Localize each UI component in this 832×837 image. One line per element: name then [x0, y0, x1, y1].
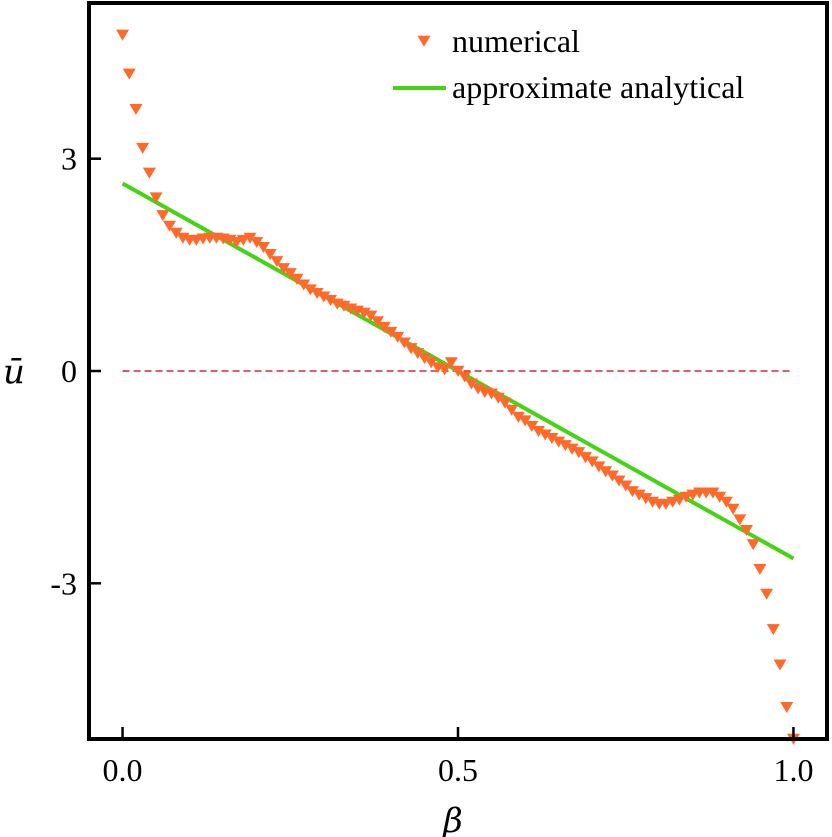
numerical-point	[391, 331, 405, 343]
numerical-point	[277, 263, 291, 275]
numerical-point	[303, 284, 317, 296]
numerical-point	[619, 480, 633, 492]
x-tick-label: 0.0	[103, 752, 143, 788]
x-tick-label: 1.0	[773, 752, 813, 788]
numerical-point	[263, 249, 277, 261]
numerical-point	[632, 489, 646, 501]
numerical-point	[243, 232, 257, 244]
numerical-point	[739, 525, 753, 537]
y-tick-label: 0	[61, 353, 77, 389]
numerical-point	[746, 539, 760, 551]
axes: 0.0 0.5 1.0 -3 0 3 β ū	[3, 1, 829, 837]
numerical-point	[310, 287, 324, 300]
numerical-point	[545, 433, 559, 445]
numerical-point	[612, 475, 626, 487]
numerical-point	[525, 421, 539, 433]
y-axis-title: ū	[3, 352, 25, 392]
numerical-point	[142, 167, 156, 179]
numerical-point	[129, 103, 143, 116]
numerical-point	[780, 701, 794, 714]
numerical-point	[518, 415, 532, 427]
numerical-point	[766, 624, 780, 636]
numerical-point	[625, 486, 639, 498]
numerical-point	[599, 466, 613, 478]
numerical-point	[357, 307, 371, 319]
legend-label-numerical: numerical	[452, 23, 580, 59]
numerical-point	[297, 279, 311, 291]
numerical-point	[726, 503, 740, 515]
numerical-point	[713, 491, 727, 503]
numerical-point	[511, 411, 525, 423]
x-tick-label: 0.5	[438, 752, 478, 788]
numerical-point	[753, 563, 767, 576]
legend: numerical approximate analytical	[393, 23, 744, 105]
numerical-point	[464, 378, 478, 390]
numerical-point	[451, 365, 465, 377]
numerical-point	[290, 273, 304, 285]
x-axis-title: β	[441, 801, 463, 837]
numerical-point	[317, 291, 331, 303]
numerical-point	[424, 357, 438, 369]
plot-area	[116, 29, 800, 745]
numerical-point	[706, 487, 720, 499]
numerical-point	[444, 357, 458, 369]
numerical-point	[538, 429, 552, 441]
numerical-point	[578, 452, 592, 464]
numerical-point	[760, 588, 774, 600]
numerical-point	[116, 29, 130, 41]
numerical-point	[411, 348, 425, 360]
numerical-point	[163, 220, 177, 232]
numerical-point	[471, 383, 485, 395]
numerical-point	[458, 371, 472, 383]
numerical-point	[364, 310, 378, 322]
numerical-point	[256, 241, 270, 254]
numerical-point	[384, 326, 398, 338]
numerical-point	[572, 447, 586, 459]
numerical-point	[491, 392, 505, 404]
y-tick-label: -3	[50, 565, 77, 601]
numerical-point	[324, 295, 338, 307]
numerical-point	[136, 142, 150, 154]
legend-label-analytical: approximate analytical	[452, 69, 744, 105]
numerical-point	[773, 659, 787, 671]
numerical-point	[558, 440, 572, 452]
numerical-point	[552, 436, 566, 448]
numerical-point	[377, 321, 391, 333]
numerical-point	[156, 210, 170, 222]
numerical-point	[498, 397, 512, 409]
numerical-point	[485, 388, 499, 400]
numerical-point	[532, 425, 546, 438]
numerical-point	[250, 237, 264, 249]
legend-marker-numerical	[417, 35, 431, 47]
numerical-point	[672, 494, 686, 506]
numerical-point	[270, 256, 284, 268]
numerical-point	[283, 268, 297, 280]
numerical-point	[733, 514, 747, 526]
y-tick-label: 3	[61, 141, 77, 177]
numerical-point	[404, 343, 418, 355]
numerical-point	[565, 443, 579, 455]
numerical-point	[719, 496, 733, 508]
numerical-point	[639, 493, 653, 505]
numerical-point	[605, 470, 619, 482]
numerical-point	[592, 461, 606, 473]
numerical-point	[149, 192, 163, 204]
numerical-point	[169, 227, 183, 239]
numerical-point	[585, 456, 599, 468]
numerical-point	[505, 404, 519, 416]
numerical-point	[438, 364, 452, 376]
numerical-point	[370, 316, 384, 328]
numerical-point	[337, 300, 351, 312]
numerical-point	[122, 68, 136, 80]
numerical-point	[397, 337, 411, 349]
numerical-point	[417, 353, 431, 365]
